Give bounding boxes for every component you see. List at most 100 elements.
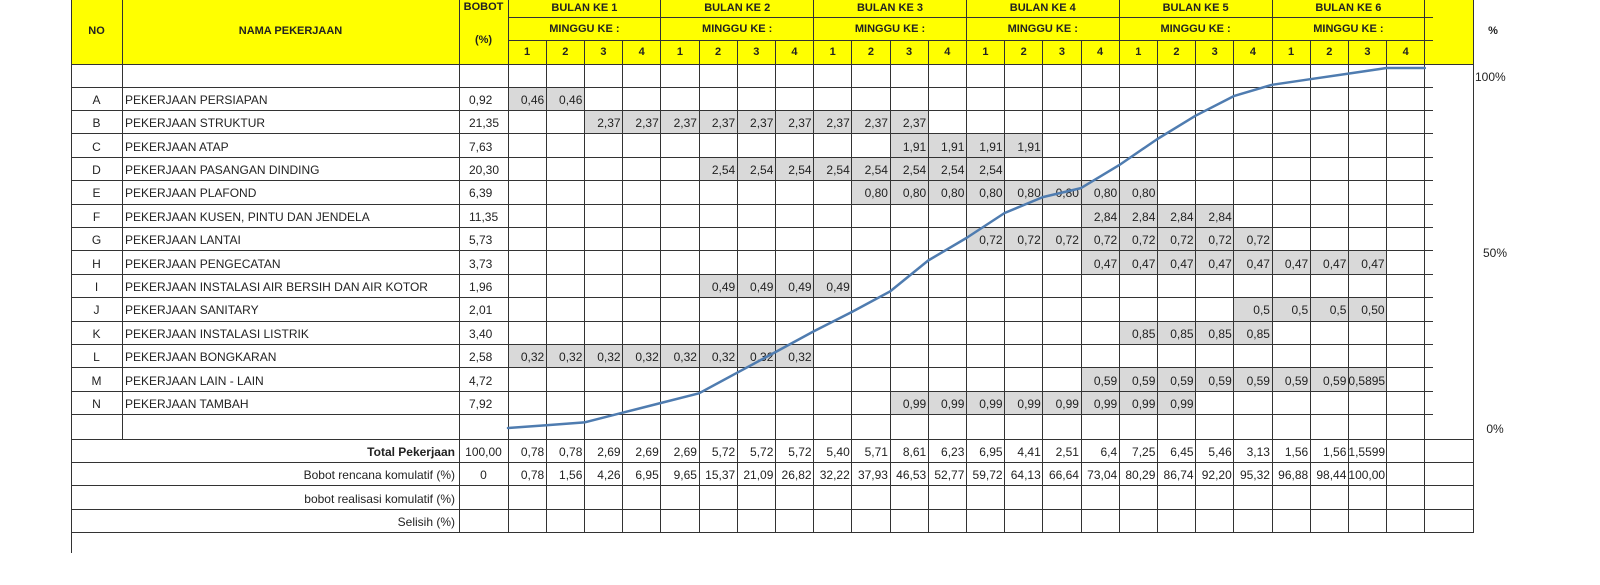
schedule-value: 2,54: [826, 162, 850, 177]
column-header-bobot-unit: (%): [474, 34, 493, 46]
summary-value: 4,26: [597, 468, 621, 483]
schedule-value: 0,80: [1055, 186, 1079, 201]
task-name: PEKERJAAN SANITARY: [125, 303, 259, 318]
week-number-header: 4: [1097, 46, 1104, 58]
week-number-header: 4: [944, 46, 951, 58]
y-axis-label-100: 100%: [1475, 70, 1506, 84]
schedule-value: 2,54: [979, 162, 1003, 177]
task-no: E: [92, 186, 101, 201]
month-header: BULAN KE 4: [1009, 1, 1076, 14]
grid-vline-week: [1042, 40, 1044, 533]
minggu-ke-header: MINGGU KE :: [1313, 22, 1384, 35]
week-number-header: 4: [791, 46, 798, 58]
summary-value: 96,88: [1278, 468, 1309, 483]
schedule-value: 2,54: [711, 162, 736, 177]
column-header-percent: %: [1488, 25, 1498, 37]
task-name: PEKERJAAN LANTAI: [125, 233, 241, 248]
task-bobot: 3,73: [469, 256, 493, 271]
summary-value: 2,69: [635, 444, 659, 459]
task-name: PEKERJAAN KUSEN, PINTU DAN JENDELA: [125, 209, 370, 224]
schedule-value: 0,50: [1361, 303, 1385, 318]
summary-label: bobot realisasi komulatif (%): [304, 491, 455, 506]
schedule-value: 0,72: [1208, 233, 1232, 248]
schedule-value: 1,91: [1017, 139, 1041, 154]
schedule-value: 1,91: [902, 139, 927, 154]
task-no: G: [91, 233, 102, 248]
y-axis-label-50: 50%: [1482, 246, 1508, 260]
schedule-value: 0,47: [1361, 256, 1385, 271]
schedule-value: 2,84: [1093, 209, 1118, 224]
schedule-value: 0,46: [559, 92, 583, 107]
schedule-value: 2,84: [1132, 209, 1156, 224]
schedule-value: 0,46: [520, 92, 545, 107]
week-number-header: 4: [638, 46, 645, 58]
grid-hline-task: [71, 343, 1433, 345]
schedule-value: 2,37: [788, 116, 812, 131]
summary-value: 32,22: [819, 468, 850, 483]
schedule-value: 2,54: [788, 162, 812, 177]
summary-value: 9,65: [673, 468, 697, 483]
summary-value: 2,51: [1055, 444, 1079, 459]
y-axis-label-0: 0%: [1486, 422, 1504, 436]
grid-hline-task: [71, 203, 1433, 205]
grid-hline-task: [71, 226, 1433, 228]
schedule-value: 2,37: [750, 116, 774, 131]
task-name: PEKERJAAN BONGKARAN: [125, 350, 277, 365]
schedule-value: 0,59: [1170, 373, 1194, 388]
week-number-header: 2: [1326, 46, 1333, 58]
task-name: PEKERJAAN STRUKTUR: [125, 116, 266, 131]
summary-value: 59,72: [972, 468, 1003, 483]
task-name: PEKERJAAN TAMBAH: [125, 396, 249, 411]
schedule-value: 0,47: [1246, 256, 1270, 271]
task-name: PEKERJAAN INSTALASI LISTRIK: [125, 326, 309, 341]
schedule-value: 0,99: [1017, 396, 1041, 411]
week-number-header: 3: [1058, 46, 1065, 58]
summary-bobot: [459, 493, 508, 506]
task-bobot: 4,72: [469, 373, 493, 388]
schedule-value: 1,91: [979, 139, 1003, 154]
task-no: J: [93, 303, 100, 318]
task-bobot: 11,35: [469, 209, 499, 224]
grid-vline-no: [121, 0, 123, 439]
task-no: H: [92, 256, 101, 271]
grid-vline-name: [458, 0, 460, 533]
schedule-value: 0,99: [1093, 396, 1118, 411]
schedule-value: 0,32: [711, 350, 736, 365]
summary-value: 6,23: [941, 444, 965, 459]
schedule-value: 2,84: [1208, 209, 1232, 224]
schedule-value: 0,99: [979, 396, 1003, 411]
grid-vline-week: [1233, 40, 1235, 533]
summary-value: 5,72: [750, 444, 774, 459]
header-band: [71, 0, 1473, 64]
week-number-header: 4: [1249, 46, 1256, 58]
task-name: PEKERJAAN PASANGAN DINDING: [125, 162, 320, 177]
week-number-header: 1: [1288, 46, 1295, 58]
task-bobot: 7,63: [469, 139, 493, 154]
schedule-value: 0,80: [979, 186, 1003, 201]
schedule-value: 0,99: [941, 396, 965, 411]
week-number-header: 3: [1211, 46, 1218, 58]
summary-value: 1,5599: [1348, 444, 1386, 459]
grid-vline-week: [1004, 40, 1006, 533]
schedule-value: 0,32: [788, 350, 812, 365]
task-name: PEKERJAAN PENGECATAN: [125, 256, 281, 271]
grid-vline-left: [70, 0, 72, 553]
summary-value: 100,00: [1348, 468, 1386, 483]
schedule-value: 0,5: [1253, 303, 1270, 318]
grid-hline-task: [71, 133, 1433, 135]
summary-value: 6,4: [1100, 444, 1118, 459]
grid-hline-summary: [71, 532, 1473, 534]
summary-value: 2,69: [597, 444, 621, 459]
schedule-value: 0,32: [559, 350, 583, 365]
summary-value: 52,77: [934, 468, 965, 483]
minggu-ke-header: MINGGU KE :: [1160, 22, 1231, 35]
grid-vline-week: [545, 40, 547, 533]
summary-value: 0,78: [520, 468, 545, 483]
grid-vline-right: [1472, 0, 1474, 533]
task-name: PEKERJAAN PERSIAPAN: [125, 92, 268, 107]
schedule-value: 0,49: [826, 279, 850, 294]
schedule-value: 0,72: [1246, 233, 1270, 248]
grid-hline-minggu: [508, 39, 1433, 41]
schedule-value: 2,54: [902, 162, 927, 177]
